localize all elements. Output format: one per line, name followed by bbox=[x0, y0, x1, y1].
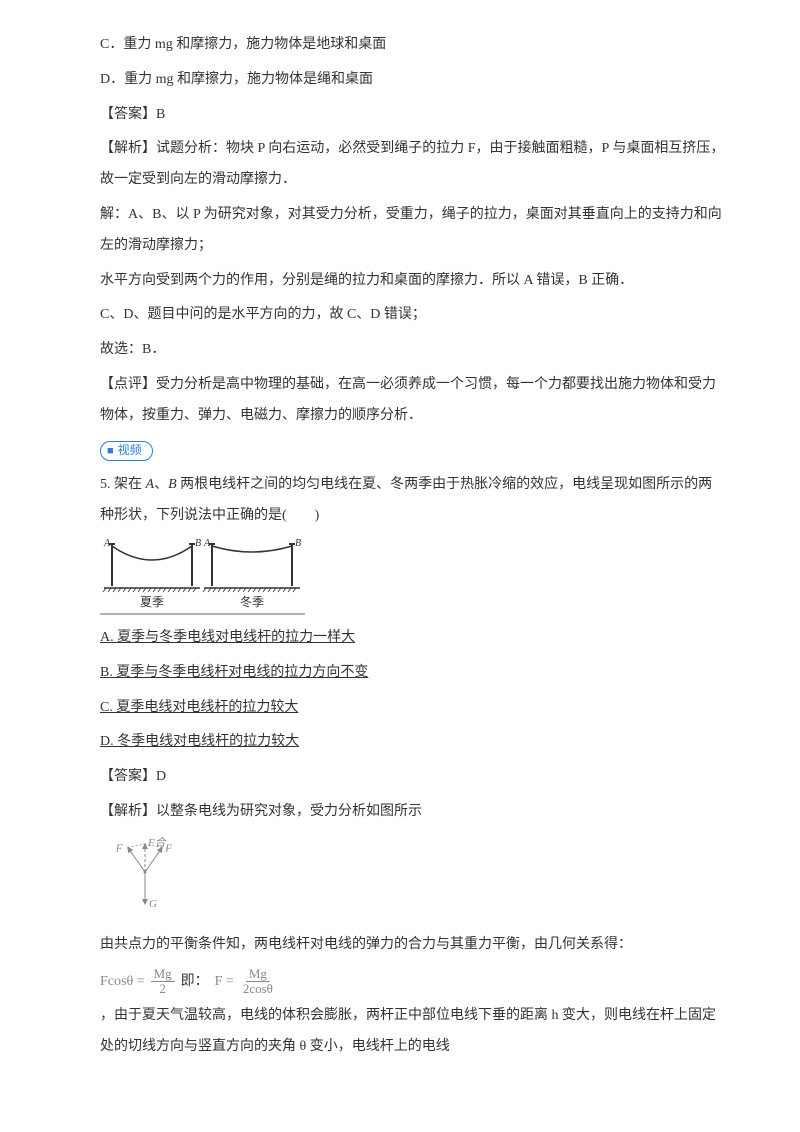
q5-stem-a: 5. 架在 bbox=[100, 477, 146, 492]
q5-var-b: B bbox=[168, 477, 177, 492]
q5-option-a: A. 夏季与冬季电线对电线杆的拉力一样大 bbox=[100, 623, 725, 654]
q5-tail: ，由于夏天气温较高，电线的体积会膨胀，两杆正中部位电线下垂的距离 h 变大，则电… bbox=[100, 1008, 716, 1054]
solution-cd: C、D、题目中问的是水平方向的力，故 C、D 错误； bbox=[100, 300, 725, 331]
svg-text:冬季: 冬季 bbox=[240, 594, 264, 609]
svg-text:A: A bbox=[203, 538, 211, 549]
q5-exp2: 由共点力的平衡条件知，两电线杆对电线的弹力的合力与其重力平衡，由几何关系得： bbox=[100, 930, 725, 961]
q5-stem-b: 、 bbox=[154, 477, 168, 492]
option-c: C．重力 mg 和摩擦力，施力物体是地球和桌面 bbox=[100, 30, 725, 61]
video-badge[interactable]: ■ 视频 bbox=[100, 441, 153, 461]
wire-figure: ABAB夏季冬季 bbox=[100, 536, 725, 621]
q5-answer: 【答案】D bbox=[100, 762, 725, 793]
wire-svg: ABAB夏季冬季 bbox=[100, 536, 310, 616]
q5-stem-c: 两根电线杆之间的均匀电线在夏、冬两季由于热胀冷缩的效应，电线呈现如图所示的两种形… bbox=[100, 477, 712, 523]
answer-label: 【答案】B bbox=[100, 100, 725, 131]
solution-horizontal: 水平方向受到两个力的作用，分别是绳的拉力和桌面的摩擦力．所以 A 错误，B 正确… bbox=[100, 266, 725, 297]
video-label: 视频 bbox=[118, 437, 142, 463]
q5-exp1: 【解析】以整条电线为研究对象，受力分析如图所示 bbox=[100, 797, 725, 828]
q5-option-b: B. 夏季与冬季电线杆对电线的拉力方向不变 bbox=[100, 658, 725, 689]
analysis-text: 【解析】试题分析：物块 P 向右运动，必然受到绳子的拉力 F，由于接触面粗糙，P… bbox=[100, 134, 725, 196]
force-svg: F合FFG bbox=[100, 834, 210, 924]
frac-2: Mg 2cosθ bbox=[240, 967, 276, 997]
q5-option-d: D. 冬季电线对电线杆的拉力较大 bbox=[100, 727, 725, 758]
solution-intro: 解：A、B、以 P 为研究对象，对其受力分析，受重力，绳子的拉力，桌面对其垂直向… bbox=[100, 200, 725, 262]
force-figure: F合FFG bbox=[100, 834, 725, 924]
comment-text: 【点评】受力分析是高中物理的基础，在高一必须养成一个习惯，每一个力都要找出施力物… bbox=[100, 370, 725, 432]
q5-option-c: C. 夏季电线对电线杆的拉力较大 bbox=[100, 693, 725, 724]
svg-text:B: B bbox=[195, 538, 201, 549]
option-d: D．重力 mg 和摩擦力，施力物体是绳和桌面 bbox=[100, 65, 725, 96]
q5-stem: 5. 架在 A、B 两根电线杆之间的均匀电线在夏、冬两季由于热胀冷缩的效应，电线… bbox=[100, 470, 725, 532]
video-camera-icon: ■ bbox=[107, 439, 114, 463]
svg-text:F: F bbox=[115, 842, 123, 854]
solution-pick: 故选：B． bbox=[100, 335, 725, 366]
svg-text:B: B bbox=[295, 538, 301, 549]
video-badge-row: ■ 视频 bbox=[100, 436, 725, 467]
formula-mid: 即： bbox=[181, 967, 209, 998]
frac-1: Mg 2 bbox=[151, 967, 175, 997]
formula-lhs1: Fcosθ = bbox=[100, 967, 145, 998]
svg-text:A: A bbox=[103, 538, 111, 549]
formula-lhs2: F = bbox=[215, 967, 234, 998]
q5-var-a: A bbox=[146, 477, 155, 492]
svg-text:夏季: 夏季 bbox=[140, 595, 164, 609]
svg-text:G: G bbox=[149, 898, 157, 910]
formula-row: Fcosθ = Mg 2 即： F = Mg 2cosθ ，由于夏天气温较高，电… bbox=[100, 967, 725, 1063]
svg-text:F: F bbox=[164, 842, 172, 854]
